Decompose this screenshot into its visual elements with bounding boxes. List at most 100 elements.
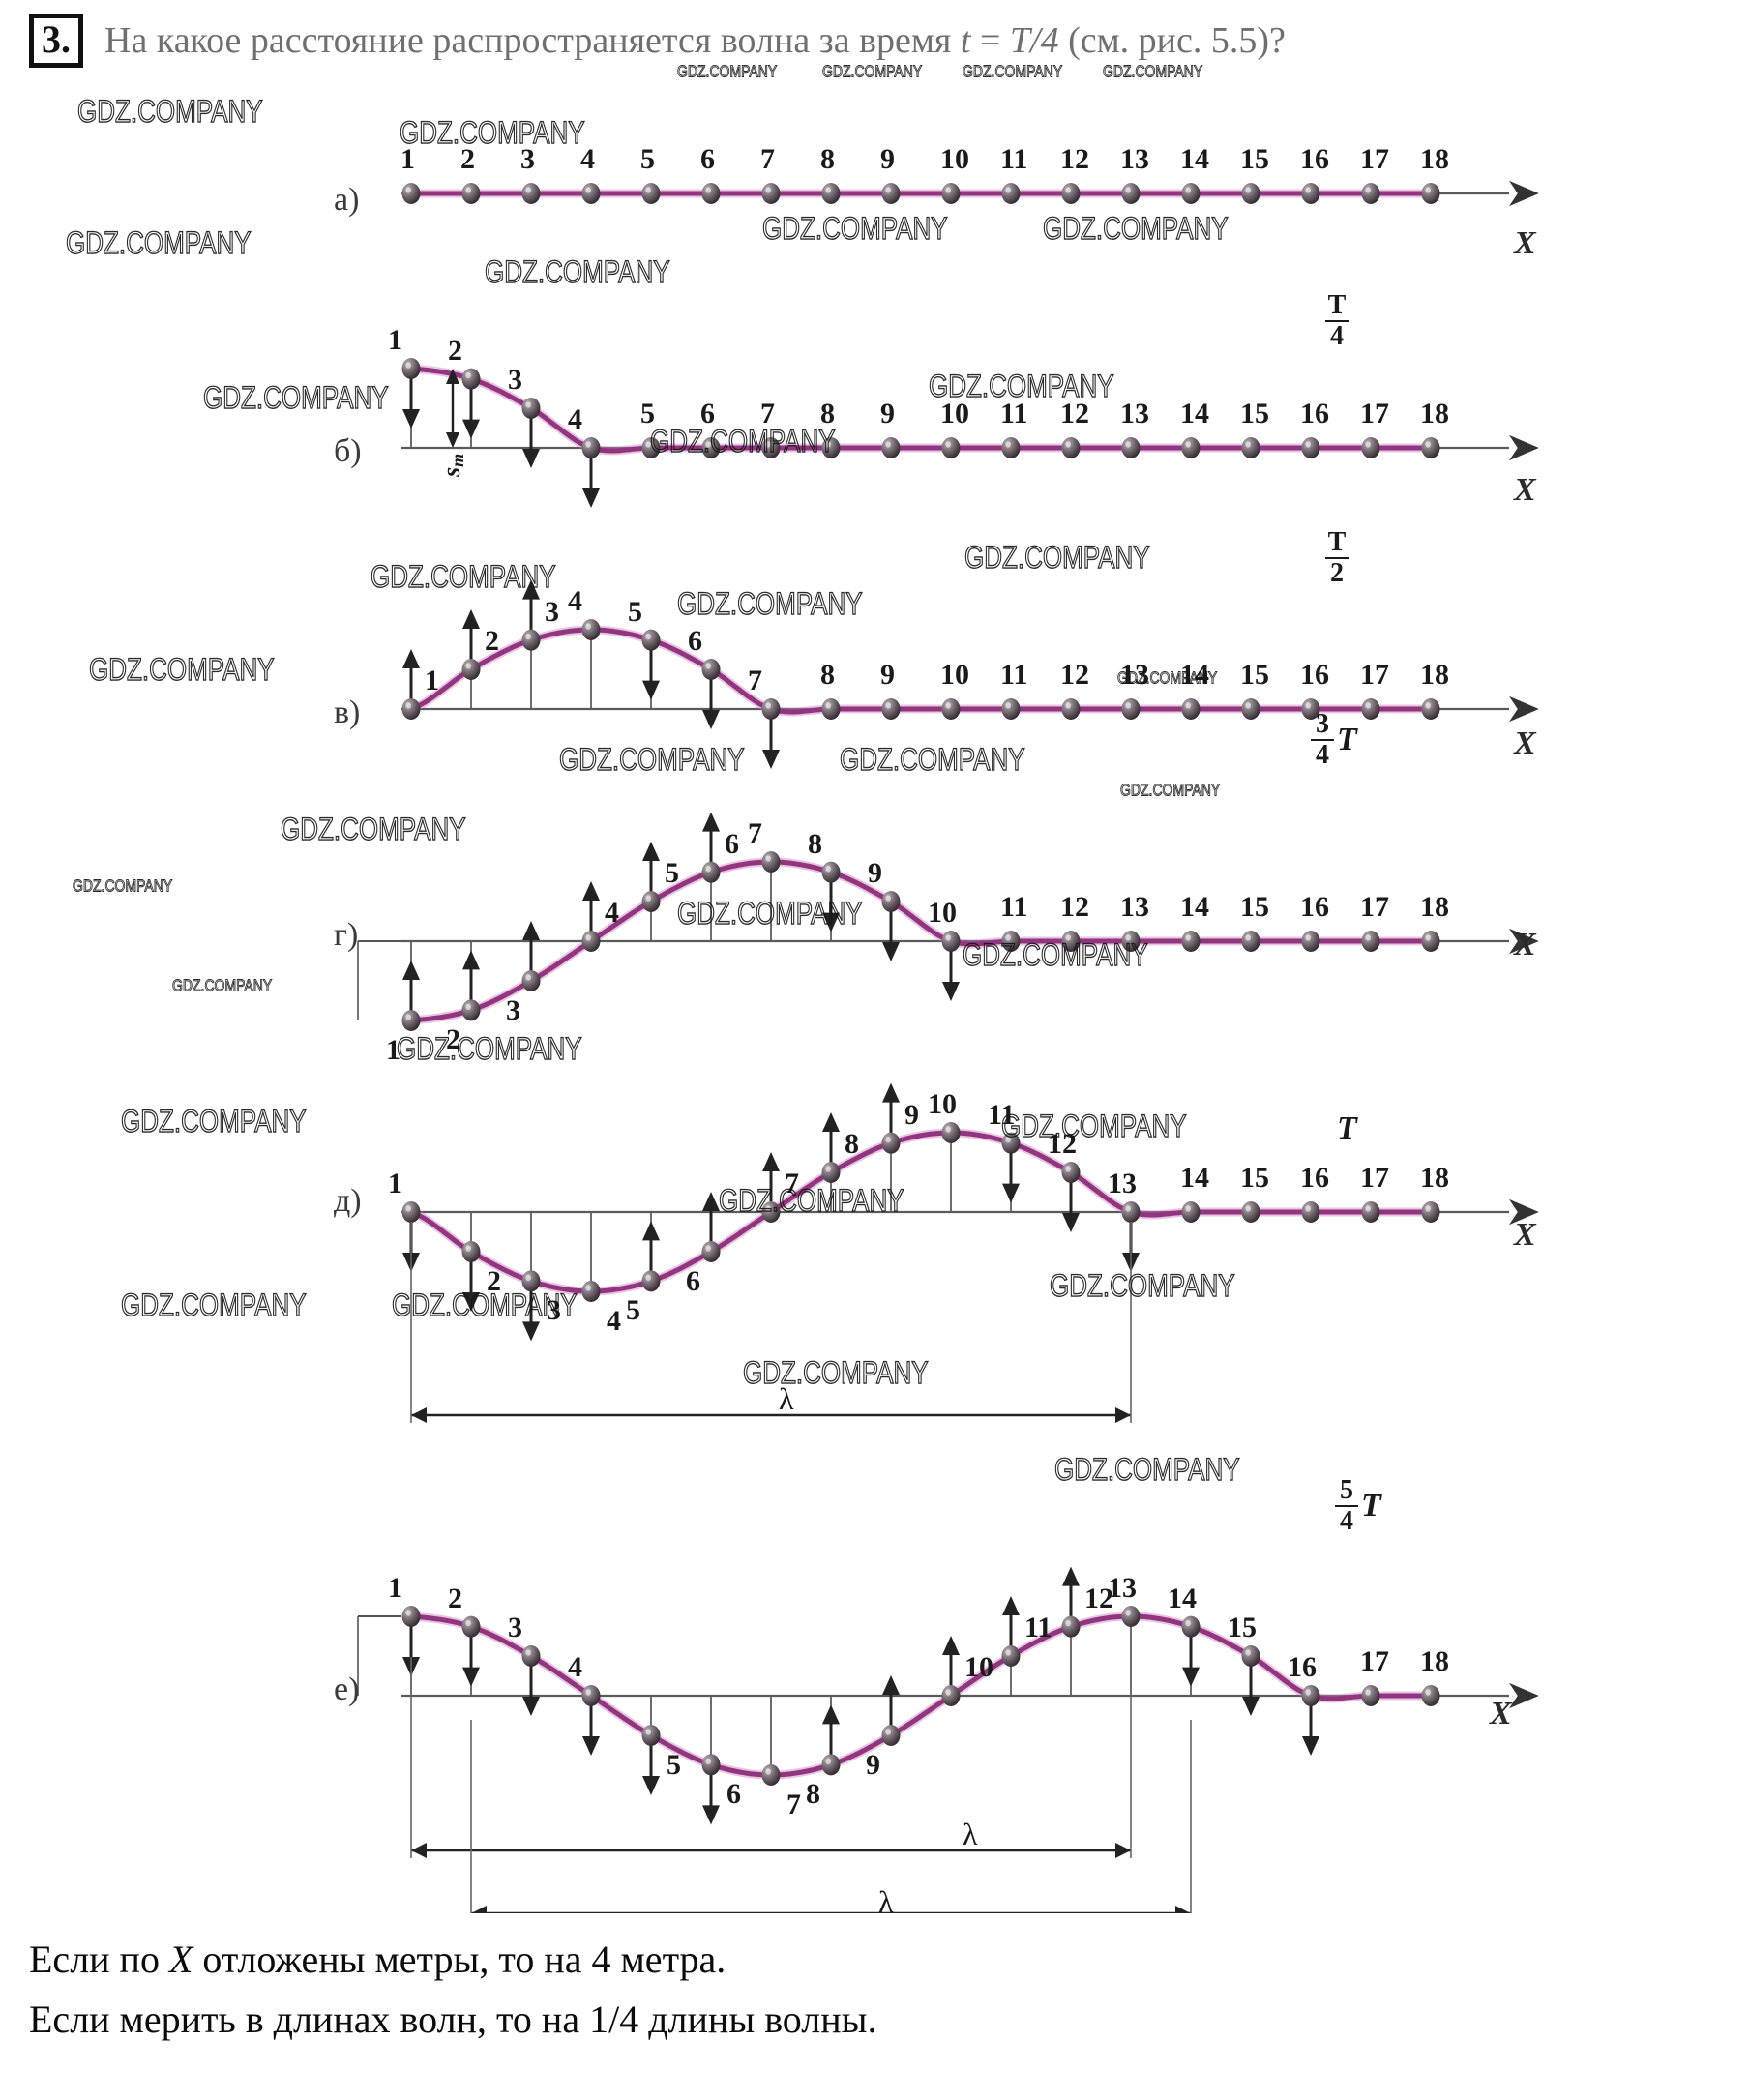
wave-bead-highlight <box>1425 187 1431 193</box>
wave-bead-highlight <box>765 702 771 709</box>
wave-bead-highlight <box>1365 1205 1371 1212</box>
axis-step-marks <box>357 940 401 1696</box>
wave-bead-highlight <box>885 1729 891 1735</box>
point-number-e-14: 14 <box>1168 1582 1197 1614</box>
wave-bead-highlight <box>1125 1610 1131 1616</box>
velocity-arrow-head <box>1182 1667 1200 1687</box>
wave-bead-highlight <box>405 1014 412 1020</box>
point-number-b-13: 13 <box>1120 398 1149 429</box>
wave-bead-highlight <box>945 441 951 448</box>
wavelength-label-d: λ <box>779 1381 794 1416</box>
watermark: GDZ.COMPANY <box>1117 667 1218 688</box>
point-number-b-5: 5 <box>640 398 655 429</box>
wavelength-label-e1: λ <box>963 1817 978 1851</box>
wave-bead-highlight <box>1425 702 1431 709</box>
wave-bead-highlight <box>1305 441 1311 448</box>
watermark: GDZ.COMPANY <box>399 113 585 151</box>
wave-row-a <box>401 180 1539 207</box>
point-number-d-18: 18 <box>1420 1162 1449 1194</box>
wave-bead-highlight <box>945 702 951 709</box>
velocity-arrow-head <box>762 1152 780 1171</box>
point-number-b-9: 9 <box>880 398 895 429</box>
watermark: GDZ.COMPANY <box>928 367 1114 404</box>
point-number-e-1: 1 <box>388 1572 402 1604</box>
point-number-v-2: 2 <box>485 625 499 657</box>
wave-bead-highlight <box>645 1274 651 1282</box>
wave-row-v <box>401 579 1539 769</box>
point-number-v-8: 8 <box>820 659 835 691</box>
wave-bead-highlight <box>1125 441 1131 448</box>
velocity-arrow-head <box>942 1636 960 1655</box>
wave-row-b <box>401 358 1539 508</box>
point-number-a-6: 6 <box>700 143 715 175</box>
point-number-b-1: 1 <box>388 324 402 356</box>
velocity-arrow-head <box>822 1704 840 1725</box>
point-number-d-9: 9 <box>904 1098 919 1131</box>
wave-bead-highlight <box>585 934 591 941</box>
wave-diagram-svg <box>357 180 1539 1913</box>
point-number-d-16: 16 <box>1300 1162 1329 1194</box>
velocity-arrow-head <box>882 942 900 961</box>
question-text: На какое расстояние распространяется вол… <box>104 19 1286 62</box>
wave-bead-highlight <box>1245 1205 1251 1212</box>
point-number-b-3: 3 <box>508 364 522 396</box>
axis-name-v: X <box>1514 725 1536 761</box>
question-var-t: t <box>960 20 971 61</box>
point-number-a-16: 16 <box>1300 143 1329 175</box>
point-number-a-7: 7 <box>760 143 775 175</box>
point-number-a-11: 11 <box>1000 143 1028 175</box>
wave-bead-highlight <box>945 1126 951 1133</box>
velocity-arrow-head <box>522 1697 540 1716</box>
point-number-d-5: 5 <box>626 1294 640 1327</box>
point-number-a-9: 9 <box>880 143 895 175</box>
watermark: GDZ.COMPANY <box>839 740 1025 778</box>
point-number-g-6: 6 <box>725 827 739 860</box>
point-number-d-1: 1 <box>388 1168 402 1199</box>
time-num-g: 3 <box>1316 709 1329 739</box>
time-T-g: T <box>1337 722 1357 757</box>
point-number-b-14: 14 <box>1180 398 1209 429</box>
point-number-g-5: 5 <box>665 857 679 889</box>
point-number-g-3: 3 <box>506 994 520 1026</box>
point-number-b-2: 2 <box>448 334 462 367</box>
wave-bead-highlight <box>1065 934 1071 941</box>
wave-bead-highlight <box>405 1610 412 1616</box>
wave-bead-highlight <box>885 1136 891 1143</box>
velocity-arrow-head <box>522 449 540 468</box>
wave-bead-highlight <box>825 1166 831 1172</box>
point-number-g-17: 17 <box>1360 891 1389 923</box>
watermark: GDZ.COMPANY <box>649 422 836 459</box>
velocity-arrow-head <box>462 950 480 970</box>
wave-bead-highlight <box>1305 1689 1311 1696</box>
wave-bead-highlight <box>585 623 591 630</box>
point-number-e-7: 7 <box>786 1789 801 1820</box>
point-number-g-14: 14 <box>1180 891 1209 923</box>
axis-name-g: X <box>1514 927 1536 962</box>
wave-bead-highlight <box>1185 934 1191 941</box>
wave-bead-highlight <box>1305 1205 1311 1212</box>
watermark: GDZ.COMPANY <box>1042 209 1229 247</box>
point-number-e-12: 12 <box>1084 1582 1113 1614</box>
point-number-g-7: 7 <box>748 817 762 849</box>
wave-bead-highlight <box>405 362 412 369</box>
wave-bead-highlight <box>585 1689 591 1696</box>
wave-bead-highlight <box>1005 934 1011 941</box>
point-number-v-18: 18 <box>1420 659 1449 691</box>
point-number-b-16: 16 <box>1300 398 1329 429</box>
wave-bead-highlight <box>705 1245 711 1252</box>
point-number-a-12: 12 <box>1060 143 1089 175</box>
watermark: GDZ.COMPANY <box>1103 61 1203 81</box>
point-number-e-4: 4 <box>568 1651 582 1683</box>
point-number-v-4: 4 <box>568 585 582 617</box>
row-label-a: а) <box>334 182 360 218</box>
wave-bead-highlight <box>1425 934 1431 941</box>
watermark: GDZ.COMPANY <box>391 1286 578 1323</box>
point-number-v-16: 16 <box>1300 659 1329 691</box>
wave-bead-highlight <box>705 1758 711 1765</box>
point-number-e-3: 3 <box>508 1612 522 1643</box>
point-number-d-3: 3 <box>547 1294 561 1327</box>
point-number-b-11: 11 <box>1000 398 1028 429</box>
wave-bead-highlight <box>1185 187 1191 193</box>
point-number-b-4: 4 <box>568 403 582 435</box>
point-number-g-11: 11 <box>1000 891 1028 923</box>
